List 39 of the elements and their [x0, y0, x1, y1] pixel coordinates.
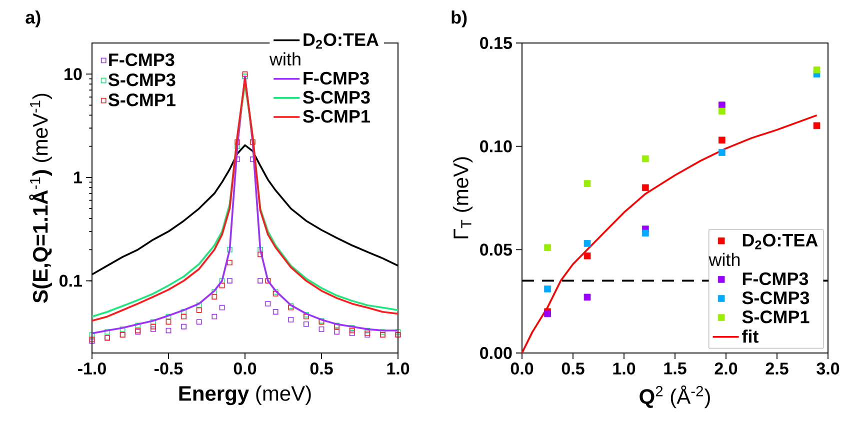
x-tick-label: 0.5 [562, 362, 584, 375]
legend-label: D$_{2}$O:TEA [742, 234, 818, 250]
x-tick-label: 0.5 [310, 362, 333, 375]
x-tick-label: -0.5 [154, 362, 183, 375]
legend-label: D$_{2}$O:TEA [304, 33, 379, 49]
y-tick-label: 0.00 [480, 346, 512, 360]
y-tick-label: 0.05 [480, 244, 512, 256]
x-axis-title: Q$^{2}$ (Å$^{-2}$) [640, 385, 710, 408]
legend-label: F-CMP3 [742, 272, 808, 286]
legend-label: S-CMP1 [108, 94, 176, 106]
legend-label: S-CMP3 [742, 291, 810, 304]
y-axis-title: S(E,Q=1.1Å$^{-1}$) (meV$^{-1}$) [29, 94, 52, 303]
y-tick-label: 0.1 [60, 274, 82, 287]
annotation: with [269, 52, 300, 66]
legend-label: F-CMP3 [304, 72, 369, 85]
chart-title: b) [452, 10, 467, 28]
x-tick-label: 0.0 [510, 362, 534, 375]
x-tick-label: -1.0 [78, 362, 106, 375]
legend-label: F-CMP3 [109, 53, 174, 66]
y-axis-title: Γ$_{T}$ (meV) [452, 157, 473, 238]
y-tick-label: 0.10 [480, 140, 512, 152]
x-tick-label: 1.0 [613, 362, 636, 375]
x-tick-label: 2.5 [766, 362, 788, 375]
legend-label: S-CMP1 [303, 110, 370, 123]
chart-title: a) [26, 10, 40, 28]
x-tick-label: 1.5 [664, 362, 686, 374]
y-tick-label: 10 [64, 68, 82, 80]
legend-label: S-CMP1 [742, 310, 810, 324]
x-axis-title: Energy (meV) [179, 385, 311, 406]
legend-label: fit [742, 330, 758, 343]
x-tick-label: 2.0 [714, 362, 738, 375]
annotation: with [708, 252, 740, 266]
x-tick-label: 0.0 [234, 362, 256, 375]
legend-label: S-CMP3 [108, 73, 176, 86]
x-tick-label: 1.0 [387, 362, 410, 375]
x-tick-label: 3.0 [816, 362, 840, 375]
y-tick-label: 1 [74, 172, 82, 184]
y-tick-label: 0.15 [480, 36, 512, 50]
legend-label: S-CMP3 [303, 90, 370, 104]
